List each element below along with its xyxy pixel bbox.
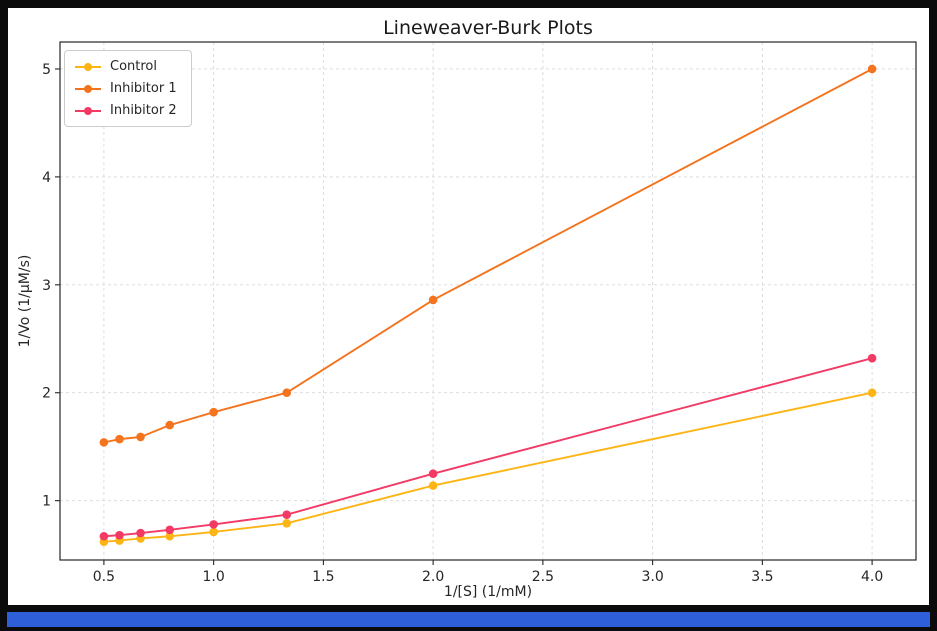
data-point-inhibitor-2 — [99, 531, 109, 541]
y-tick-label: 2 — [42, 386, 51, 402]
line-chart: 0.5 1.0 1.5 2.0 2.5 3.0 3.5 4.0 1 2 3 4 5 — [42, 41, 917, 585]
series-line-inhibitor-1 — [103, 68, 873, 444]
data-point-inhibitor-2 — [165, 525, 175, 535]
data-point-control — [867, 388, 877, 398]
data-point-inhibitor-1 — [165, 420, 175, 430]
legend-marker-inhibitor-1 — [75, 84, 101, 93]
data-point-inhibitor-1 — [115, 434, 124, 444]
x-tick-label: 2.5 — [532, 569, 554, 585]
data-point-inhibitor-2 — [867, 353, 877, 363]
series-inhibitor-2 — [99, 353, 877, 541]
data-point-inhibitor-1 — [209, 407, 218, 417]
data-point-inhibitor-2 — [428, 469, 438, 478]
x-tick-label: 1.5 — [312, 569, 334, 585]
legend-marker-control — [75, 62, 101, 71]
data-point-control — [428, 481, 438, 490]
data-point-control — [165, 531, 175, 541]
plot-spines — [59, 41, 917, 561]
figure: Lineweaver-Burk Plots 1/Vo (1/μM/s) 1/[S… — [8, 8, 929, 605]
data-point-inhibitor-1 — [282, 388, 292, 398]
x-axis: 0.5 1.0 1.5 2.0 2.5 3.0 3.5 4.0 — [93, 560, 883, 585]
y-tick-label: 1 — [42, 494, 51, 510]
legend: Control Inhibitor 1 Inhibitor 2 — [64, 50, 192, 127]
legend-item-control: Control — [74, 59, 177, 74]
data-point-inhibitor-1 — [99, 438, 109, 447]
x-tick-label: 0.5 — [93, 569, 115, 585]
data-point-inhibitor-1 — [867, 64, 877, 74]
data-point-control — [282, 519, 292, 528]
data-point-inhibitor-1 — [136, 432, 145, 442]
legend-label-control: Control — [110, 59, 157, 74]
legend-label-inhibitor-1: Inhibitor 1 — [110, 81, 177, 96]
data-point-inhibitor-1 — [428, 295, 438, 305]
y-tick-label: 3 — [42, 278, 51, 294]
x-tick-label: 4.0 — [861, 569, 883, 585]
y-tick-label: 4 — [42, 170, 51, 186]
data-point-inhibitor-2 — [209, 520, 218, 529]
x-tick-label: 1.0 — [203, 569, 225, 585]
gridlines — [60, 42, 916, 560]
series-line-control — [103, 391, 873, 543]
y-tick-label: 5 — [42, 62, 51, 78]
chart-title: Lineweaver-Burk Plots — [383, 17, 593, 39]
y-axis: 1 2 3 4 5 — [42, 62, 60, 510]
data-point-inhibitor-2 — [115, 530, 124, 540]
x-tick-label: 2.0 — [422, 569, 444, 585]
x-axis-label: 1/[S] (1/mM) — [443, 584, 533, 600]
taskbar[interactable] — [7, 612, 930, 627]
series-inhibitor-1 — [99, 64, 877, 447]
data-point-control — [209, 527, 218, 537]
data-point-inhibitor-2 — [136, 528, 145, 538]
x-tick-label: 3.0 — [641, 569, 663, 585]
series-line-inhibitor-2 — [103, 357, 873, 538]
legend-label-inhibitor-2: Inhibitor 2 — [110, 103, 177, 118]
x-tick-label: 3.5 — [751, 569, 773, 585]
y-axis-label: 1/Vo (1/μM/s) — [17, 254, 33, 348]
legend-item-inhibitor-2: Inhibitor 2 — [74, 103, 177, 118]
data-point-inhibitor-2 — [282, 510, 292, 519]
legend-item-inhibitor-1: Inhibitor 1 — [74, 81, 177, 96]
legend-marker-inhibitor-2 — [75, 106, 101, 115]
